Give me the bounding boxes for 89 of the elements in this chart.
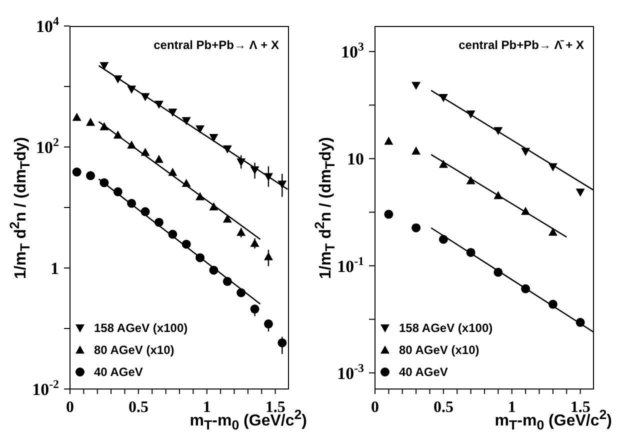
point — [494, 191, 503, 200]
point — [548, 228, 558, 236]
point — [72, 168, 82, 177]
point — [384, 210, 394, 219]
point — [182, 117, 191, 126]
y-tick-label: 10 — [347, 150, 364, 169]
point — [168, 230, 178, 239]
point — [548, 163, 558, 172]
point — [140, 93, 150, 102]
point — [384, 136, 394, 145]
x-tick-label: 1 — [508, 399, 516, 416]
point — [250, 238, 260, 247]
legend-label: 158 AGeV (x100) — [94, 321, 188, 335]
point — [576, 318, 585, 327]
point — [113, 187, 122, 196]
point — [236, 228, 246, 236]
legend-label: 158 AGeV (x100) — [399, 321, 493, 335]
point — [222, 145, 232, 154]
point — [548, 300, 558, 309]
legend-label: 40 AGeV — [94, 365, 143, 379]
point — [86, 118, 96, 126]
point — [576, 188, 585, 197]
point — [250, 304, 260, 314]
point — [278, 338, 287, 348]
point — [154, 218, 164, 227]
point — [196, 253, 205, 262]
point — [494, 268, 503, 277]
point — [250, 166, 260, 174]
point — [127, 86, 136, 94]
legend-label: 40 AGeV — [399, 365, 448, 379]
point — [168, 108, 178, 117]
point — [113, 130, 122, 139]
point — [438, 234, 448, 244]
point — [72, 112, 82, 121]
point — [113, 75, 122, 84]
point — [264, 252, 273, 260]
point — [100, 122, 109, 130]
point — [196, 125, 205, 134]
point — [521, 148, 530, 156]
point — [182, 240, 191, 249]
point — [521, 284, 530, 294]
point — [209, 266, 218, 275]
point — [168, 168, 178, 176]
x-tick-label: 0 — [66, 399, 74, 416]
point — [412, 82, 421, 90]
x-tick-label: 0.5 — [128, 399, 148, 416]
point — [466, 110, 476, 119]
point — [100, 62, 109, 70]
point — [412, 223, 421, 232]
point — [209, 134, 218, 142]
point — [127, 140, 136, 149]
annotation: central Pb+Pb→ Λ + X — [154, 38, 279, 52]
legend-label: 80 AGeV (x10) — [94, 343, 174, 357]
point — [209, 202, 218, 210]
point — [182, 178, 191, 187]
annotation: central Pb+Pb→ Λ̄ + X — [458, 38, 584, 52]
point — [127, 198, 136, 208]
point — [140, 148, 150, 156]
point — [100, 178, 109, 188]
y-tick-label: 10$^{-3}$ — [337, 360, 364, 383]
point — [222, 214, 232, 223]
y-tick-label: 10$^{3}$ — [341, 40, 364, 62]
point — [154, 154, 164, 163]
point — [278, 180, 287, 189]
point — [438, 160, 448, 168]
point — [438, 94, 448, 102]
y-tick-label: 10$^{-2}$ — [32, 377, 60, 399]
point — [412, 146, 421, 155]
point — [154, 100, 164, 109]
point — [140, 207, 150, 216]
y-tick-label: 10$^{-1}$ — [337, 254, 364, 276]
point — [466, 176, 476, 184]
point — [264, 173, 273, 182]
y-tick-label: 10$^{2}$ — [36, 135, 60, 157]
point — [521, 206, 530, 215]
x-tick-label: 1 — [202, 399, 211, 416]
y-tick-label: 1 — [50, 259, 59, 278]
point — [222, 276, 232, 286]
point — [196, 192, 205, 200]
point — [86, 171, 96, 180]
point — [264, 319, 273, 328]
y-tick-label: 10$^{4}$ — [36, 14, 60, 36]
legend-label: 80 AGeV (x10) — [399, 343, 480, 357]
point — [236, 288, 246, 298]
point — [494, 127, 503, 136]
point — [236, 158, 246, 166]
x-tick-label: 0.5 — [433, 399, 454, 416]
point — [466, 248, 476, 257]
x-tick-label: 0 — [371, 399, 379, 416]
